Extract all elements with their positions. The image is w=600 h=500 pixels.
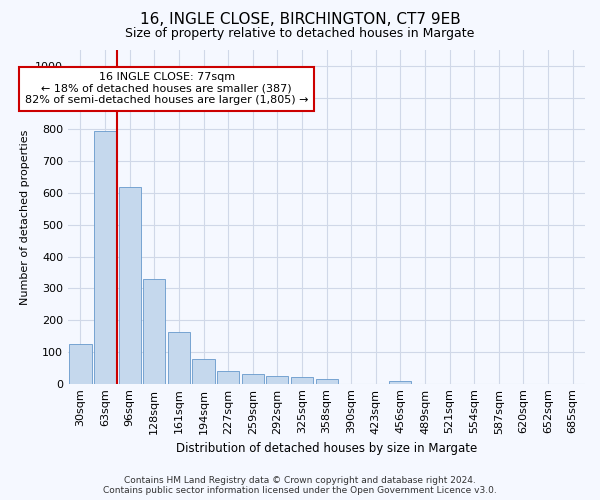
Bar	[143, 279, 166, 384]
Bar	[316, 379, 338, 384]
Bar	[119, 186, 141, 384]
Bar	[291, 378, 313, 384]
Bar	[217, 371, 239, 384]
Bar	[389, 380, 412, 384]
Text: Size of property relative to detached houses in Margate: Size of property relative to detached ho…	[125, 28, 475, 40]
Bar	[94, 131, 116, 384]
Text: Contains HM Land Registry data © Crown copyright and database right 2024.
Contai: Contains HM Land Registry data © Crown c…	[103, 476, 497, 495]
Bar	[193, 359, 215, 384]
Bar	[266, 376, 289, 384]
Text: 16 INGLE CLOSE: 77sqm
← 18% of detached houses are smaller (387)
82% of semi-det: 16 INGLE CLOSE: 77sqm ← 18% of detached …	[25, 72, 308, 106]
Bar	[168, 332, 190, 384]
X-axis label: Distribution of detached houses by size in Margate: Distribution of detached houses by size …	[176, 442, 477, 455]
Y-axis label: Number of detached properties: Number of detached properties	[20, 129, 30, 304]
Bar	[70, 344, 92, 384]
Bar	[242, 374, 264, 384]
Text: 16, INGLE CLOSE, BIRCHINGTON, CT7 9EB: 16, INGLE CLOSE, BIRCHINGTON, CT7 9EB	[140, 12, 460, 28]
